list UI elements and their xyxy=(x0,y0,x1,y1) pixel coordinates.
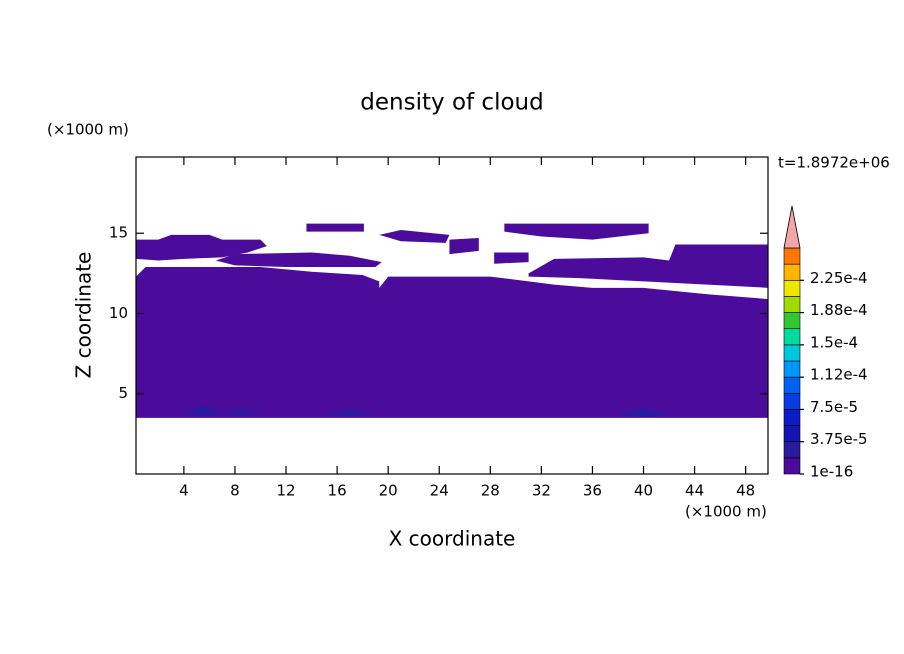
time-label: t=1.8972e+06 xyxy=(778,154,890,172)
colorbar-band xyxy=(783,312,801,330)
x-tick-label: 12 xyxy=(276,482,295,500)
plot-frame xyxy=(135,156,769,475)
colorbar-tick-label: 2.25e-4 xyxy=(810,269,868,287)
colorbar-extend xyxy=(783,205,801,249)
x-tick-label: 48 xyxy=(736,482,755,500)
colorbar-band xyxy=(783,457,801,475)
contour-fill xyxy=(222,408,261,416)
x-tick-label: 8 xyxy=(230,482,240,500)
x-tick-label: 4 xyxy=(179,482,189,500)
x-unit: (×1000 m) xyxy=(685,503,767,521)
x-tick-label: 36 xyxy=(583,482,602,500)
x-axis-label: X coordinate xyxy=(389,527,516,551)
contour-fill xyxy=(528,244,768,288)
colorbar-band xyxy=(783,328,801,346)
contour-fill xyxy=(379,230,450,243)
colorbar-tick-label: 1.5e-4 xyxy=(810,333,858,351)
colorbar-band xyxy=(783,409,801,426)
x-tick-label: 40 xyxy=(634,482,653,500)
contour-fill xyxy=(136,266,768,418)
contour-fill xyxy=(183,404,223,417)
contour-fill xyxy=(494,252,529,264)
colorbar-band xyxy=(783,376,801,394)
contour-fill xyxy=(215,252,382,267)
colorbar-band xyxy=(783,441,801,459)
colorbar-tick-label: 1.88e-4 xyxy=(810,301,868,319)
contour-fill xyxy=(324,409,376,416)
x-tick-label: 24 xyxy=(430,482,449,500)
contour-fill xyxy=(504,223,649,240)
y-unit: (×1000 m) xyxy=(47,121,129,139)
colorbar-tick-label: 1.12e-4 xyxy=(810,366,868,384)
colorbar-band xyxy=(783,263,801,281)
colorbar-tick-label: 1e-16 xyxy=(810,463,853,481)
y-tick-label: 10 xyxy=(109,304,128,322)
colorbar-band xyxy=(783,360,801,378)
x-tick-label: 32 xyxy=(532,482,551,500)
contour-fill xyxy=(136,234,267,261)
contour-fill xyxy=(449,238,479,255)
x-tick-label: 20 xyxy=(379,482,398,500)
x-tick-label: 44 xyxy=(685,482,704,500)
y-tick-label: 5 xyxy=(118,384,128,402)
y-axis-label: Z coordinate xyxy=(72,252,96,379)
contour-fill xyxy=(617,408,670,417)
y-tick-label: 15 xyxy=(109,224,128,242)
colorbar-band xyxy=(783,296,801,313)
x-tick-label: 28 xyxy=(481,482,500,500)
colorbar-tick-label: 7.5e-5 xyxy=(810,398,858,416)
x-tick-label: 16 xyxy=(328,482,347,500)
chart-title: density of cloud xyxy=(360,90,543,116)
colorbar-band xyxy=(783,344,801,362)
colorbar-band xyxy=(783,279,801,297)
colorbar-band xyxy=(783,247,801,265)
colorbar-tick-label: 3.75e-5 xyxy=(810,430,868,448)
colorbar-band xyxy=(783,425,801,443)
colorbar-band xyxy=(783,392,801,410)
contour-fill xyxy=(306,223,364,232)
